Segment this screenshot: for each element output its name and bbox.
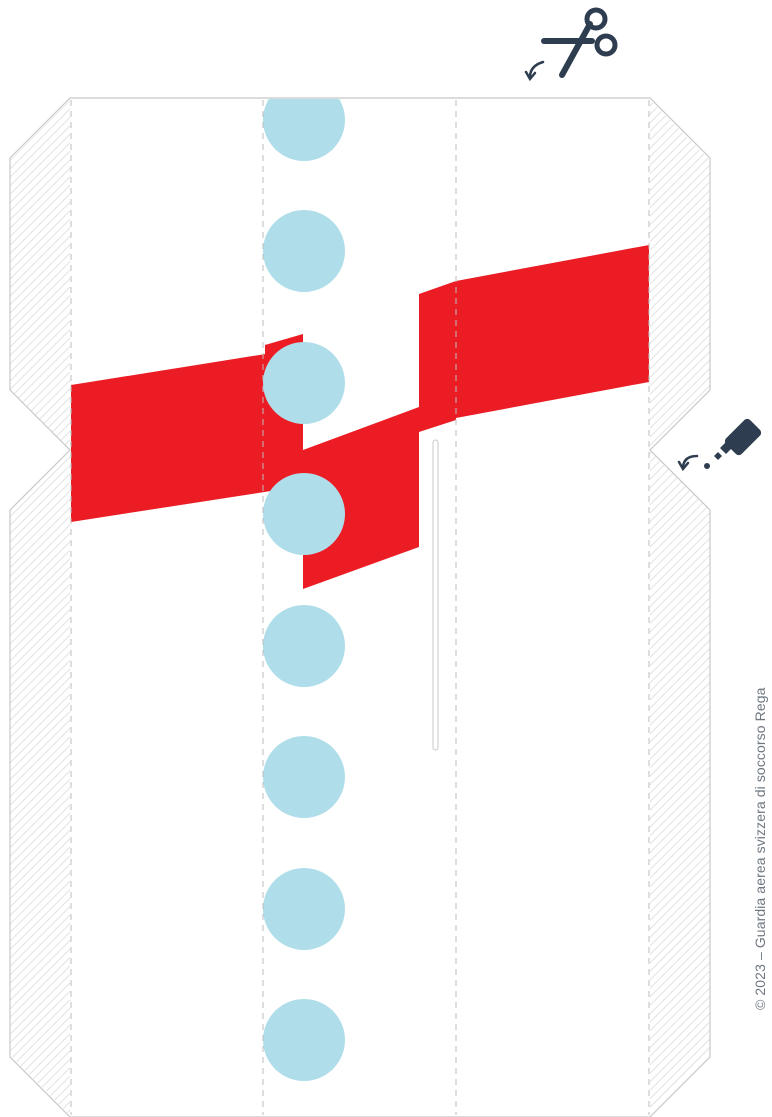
window-circle: [263, 605, 345, 687]
glue-bottle-icon: [677, 418, 762, 472]
copyright-notice: © 2023 – Guardia aerea svizzera di socco…: [752, 687, 768, 1010]
glue-flap-left-top: [10, 100, 70, 450]
cut-slot: [432, 439, 439, 751]
window-circle: [263, 342, 345, 424]
glue-flap-right-top: [650, 100, 710, 450]
red-stripe-right-tab: [419, 281, 456, 432]
window-circle: [263, 210, 345, 292]
red-stripe-left: [71, 348, 303, 522]
body-panel: [70, 100, 650, 1115]
red-stripe-right: [456, 245, 649, 418]
window-circle: [263, 868, 345, 950]
scissors-icon: [524, 7, 618, 82]
glue-flap-left-bottom: [10, 450, 70, 1115]
fold-lines: [70, 100, 650, 1115]
window-row: [263, 79, 345, 1081]
glue-flap-right-bottom: [650, 450, 710, 1115]
window-circle: [263, 999, 345, 1081]
window-circle: [263, 473, 345, 555]
cut-outline: [9, 97, 711, 1117]
window-circle: [263, 736, 345, 818]
window-circle: [263, 79, 345, 161]
